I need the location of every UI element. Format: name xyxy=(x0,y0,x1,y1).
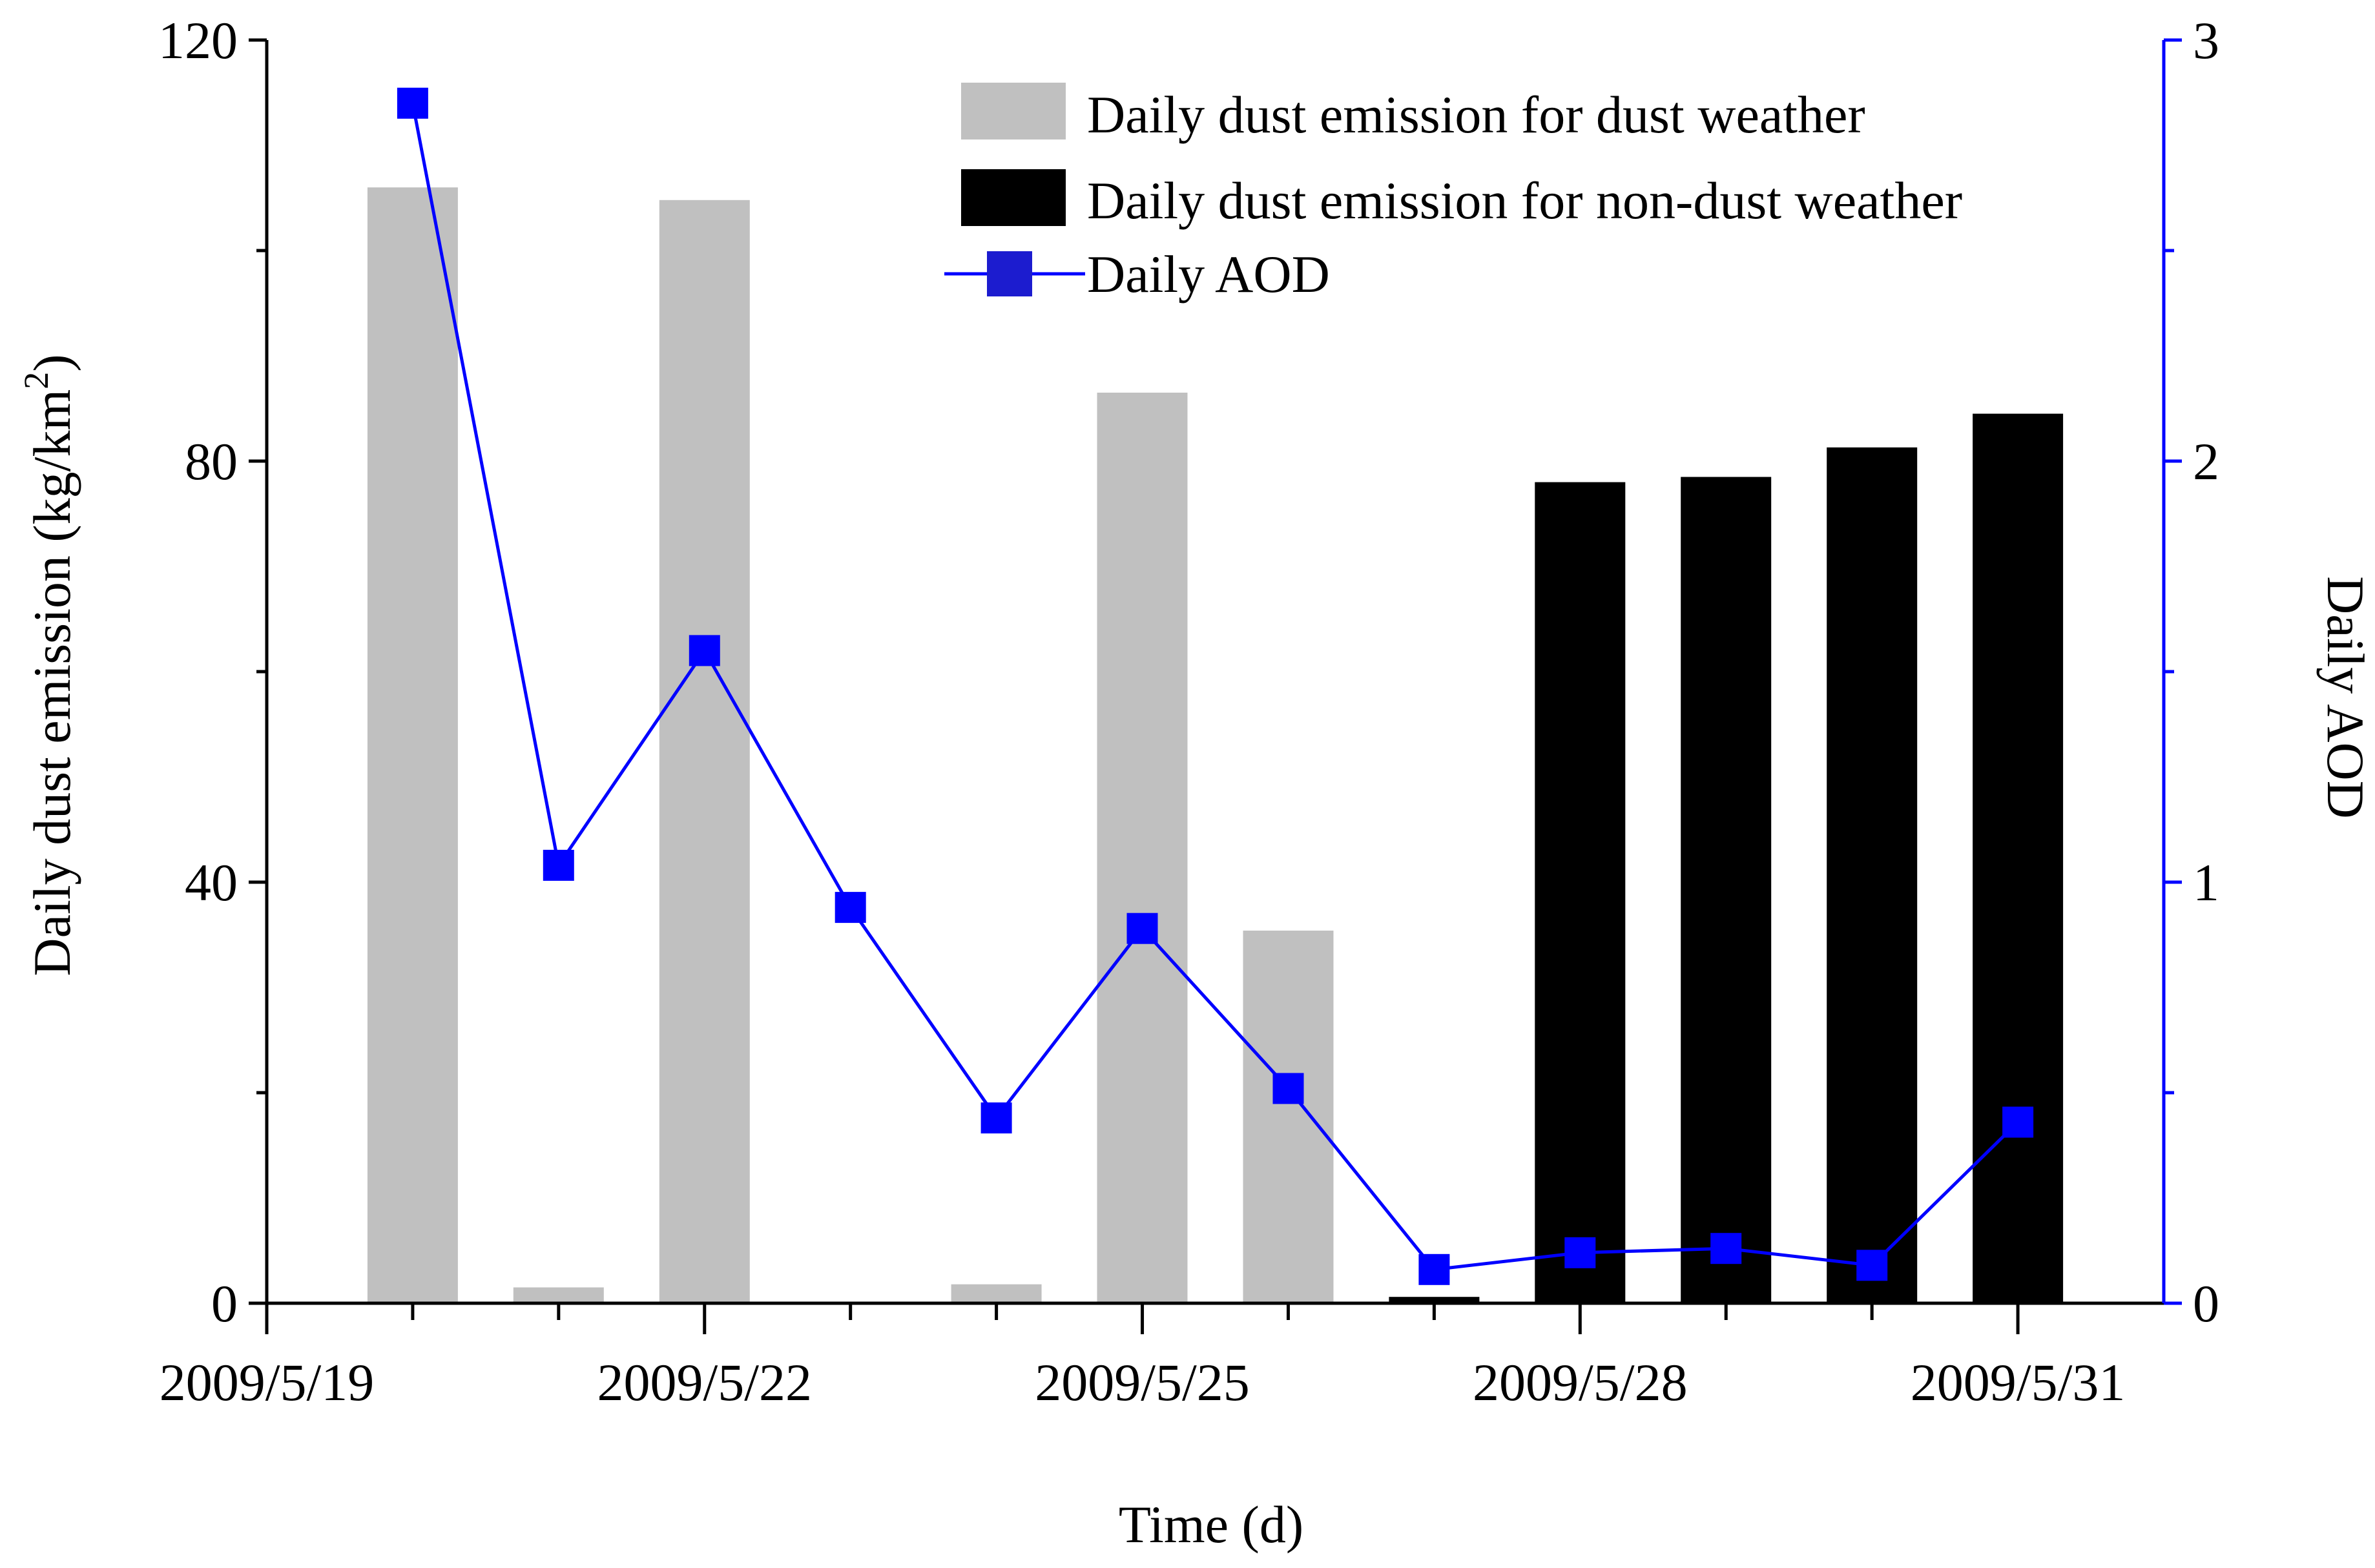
non-dust-bar-8 xyxy=(1535,482,1626,1303)
legend: Daily dust emission for dust weather Dai… xyxy=(944,83,1962,304)
aod-marker-2 xyxy=(689,635,720,666)
aod-marker-1 xyxy=(543,849,574,881)
legend-swatch-non-dust xyxy=(961,169,1066,226)
x-tick-label-3: 2009/5/28 xyxy=(1473,1353,1688,1412)
aod-marker-5 xyxy=(1126,913,1158,944)
bars-layer xyxy=(367,187,2064,1304)
y-tick-label-2: 80 xyxy=(185,432,238,491)
y-axis-title-close: ) xyxy=(23,354,81,371)
aod-marker-9 xyxy=(1710,1233,1742,1264)
legend-label-non-dust: Daily dust emission for non-dust weather xyxy=(1087,171,1962,230)
aod-line xyxy=(411,103,2019,1272)
dust-bar-0 xyxy=(367,187,458,1304)
non-dust-bar-11 xyxy=(1973,413,2064,1303)
legend-label-aod: Daily AOD xyxy=(1087,245,1330,304)
dust-bar-2 xyxy=(659,200,750,1303)
y-axis-title-main: Daily dust emission (kg/km xyxy=(23,389,81,976)
aod-marker-10 xyxy=(1856,1250,1888,1281)
axes-layer: 0 40 80 120 0 1 2 3 2009/5/19 2009/5/22 2009/5/25 2… xyxy=(158,11,2219,1412)
x-tick-label-2: 2009/5/25 xyxy=(1035,1353,1250,1412)
dust-bar-4 xyxy=(951,1284,1042,1303)
y2-tick-label-0: 0 xyxy=(2193,1274,2219,1333)
x-tick-label-1: 2009/5/22 xyxy=(597,1353,812,1412)
legend-swatch-dust xyxy=(961,83,1066,139)
legend-marker-aod xyxy=(987,251,1032,296)
dust-bar-6 xyxy=(1243,931,1334,1303)
y2-tick-label-2: 2 xyxy=(2193,432,2219,491)
y-axis-title: Daily dust emission (kg/km2) xyxy=(17,354,81,976)
y-axis-title-superscript: 2 xyxy=(17,372,56,389)
dust-bar-1 xyxy=(513,1287,604,1303)
y-tick-label-0: 0 xyxy=(211,1274,238,1333)
x-tick-label-0: 2009/5/19 xyxy=(160,1353,375,1412)
x-axis-title: Time (d) xyxy=(1119,1495,1303,1554)
aod-marker-7 xyxy=(1418,1253,1450,1285)
y2-tick-label-1: 1 xyxy=(2193,853,2219,912)
aod-marker-6 xyxy=(1272,1073,1304,1104)
aod-marker-8 xyxy=(1564,1237,1596,1268)
x-tick-label-4: 2009/5/31 xyxy=(1911,1353,2126,1412)
aod-line-layer xyxy=(397,87,2034,1285)
aod-marker-3 xyxy=(835,892,866,923)
non-dust-bar-9 xyxy=(1681,477,1772,1303)
y2-axis-title: Daily AOD xyxy=(2316,576,2375,819)
legend-label-dust: Daily dust emission for dust weather xyxy=(1087,85,1865,144)
y2-tick-label-3: 3 xyxy=(2193,11,2219,70)
non-dust-bar-10 xyxy=(1827,447,1918,1303)
aod-marker-11 xyxy=(2002,1106,2034,1138)
aod-marker-4 xyxy=(980,1102,1012,1134)
y-tick-label-3: 120 xyxy=(158,11,238,70)
dust-bar-5 xyxy=(1097,393,1188,1303)
non-dust-bar-7 xyxy=(1389,1297,1480,1303)
aod-marker-0 xyxy=(397,87,428,119)
y-tick-label-1: 40 xyxy=(185,853,238,912)
